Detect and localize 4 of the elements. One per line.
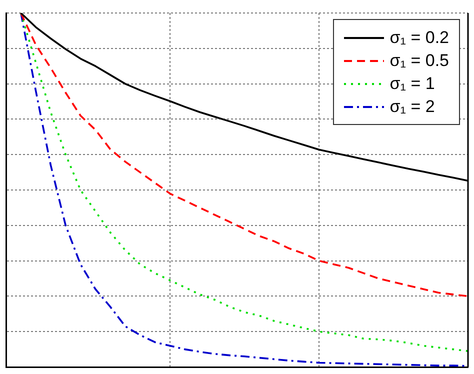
- legend-label: σ₁ = 2: [390, 96, 435, 118]
- legend-label: σ₁ = 0.5: [390, 50, 449, 72]
- legend-label: σ₁ = 0.2: [390, 27, 449, 49]
- legend-label: σ₁ = 1: [390, 73, 435, 95]
